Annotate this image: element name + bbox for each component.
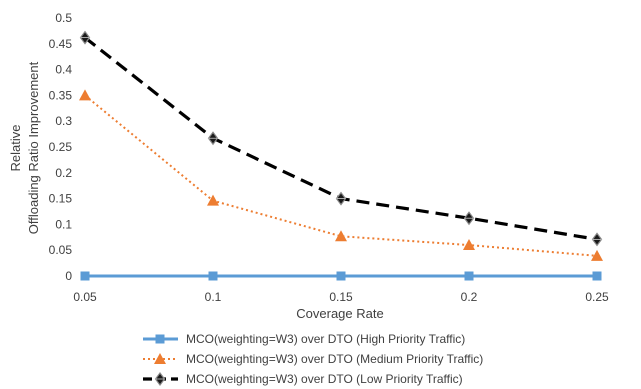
legend-label: MCO(weighting=W3) over DTO (Medium Prior…: [186, 352, 483, 366]
data-point-triangle: [463, 239, 475, 251]
data-point-square: [208, 271, 218, 281]
x-tick-label: 0.2: [461, 290, 478, 304]
x-tick-label: 0.1: [205, 290, 222, 304]
data-point-diamond: [591, 232, 603, 247]
x-axis-title: Coverage Rate: [296, 306, 383, 321]
data-point-diamond: [335, 191, 347, 206]
data-point-triangle: [591, 249, 603, 261]
data-point-square: [155, 334, 165, 344]
data-point-diamond: [154, 372, 166, 386]
data-point-square: [336, 271, 346, 281]
y-tick-label: 0.35: [49, 88, 73, 102]
data-point-square: [592, 271, 602, 281]
data-point-diamond: [79, 30, 91, 45]
x-tick-label: 0.15: [329, 290, 353, 304]
legend: MCO(weighting=W3) over DTO (High Priorit…: [143, 332, 483, 386]
data-point-triangle: [207, 194, 219, 206]
y-tick-label: 0.05: [49, 243, 73, 257]
y-tick-label: 0.1: [55, 217, 72, 231]
y-tick-label: 0: [65, 269, 72, 283]
y-tick-label: 0.2: [55, 166, 72, 180]
y-tick-label: 0.4: [55, 63, 72, 77]
series-line-2: [84, 94, 598, 257]
y-tick-label: 0.45: [49, 37, 73, 51]
legend-label: MCO(weighting=W3) over DTO (Low Priority…: [186, 372, 463, 386]
x-tick-label: 0.25: [585, 290, 609, 304]
y-axis-title-line2: Offloading Ratio Improvement: [26, 61, 41, 234]
y-axis-title-line1: Relative: [8, 125, 23, 172]
data-point-square: [464, 271, 474, 281]
y-tick-label: 0.3: [55, 114, 72, 128]
series-line-3: [84, 36, 598, 241]
data-point-triangle: [335, 230, 347, 242]
data-point-triangle: [154, 353, 166, 364]
y-tick-label: 0.25: [49, 140, 73, 154]
x-axis-ticks: 0.05 0.1 0.15 0.2 0.25: [73, 290, 609, 304]
data-point-square: [80, 271, 90, 281]
y-tick-label: 0.5: [55, 11, 72, 25]
plot-markers: [79, 30, 603, 281]
legend-label: MCO(weighting=W3) over DTO (High Priorit…: [186, 332, 465, 346]
data-point-triangle: [79, 89, 91, 101]
y-axis-ticks: 0 0.05 0.1 0.15 0.2 0.25 0.3 0.35 0.4 0.45 0.5: [49, 11, 73, 283]
data-point-diamond: [463, 211, 475, 226]
x-tick-label: 0.05: [73, 290, 97, 304]
y-tick-label: 0.15: [49, 192, 73, 206]
data-point-diamond: [207, 131, 219, 146]
